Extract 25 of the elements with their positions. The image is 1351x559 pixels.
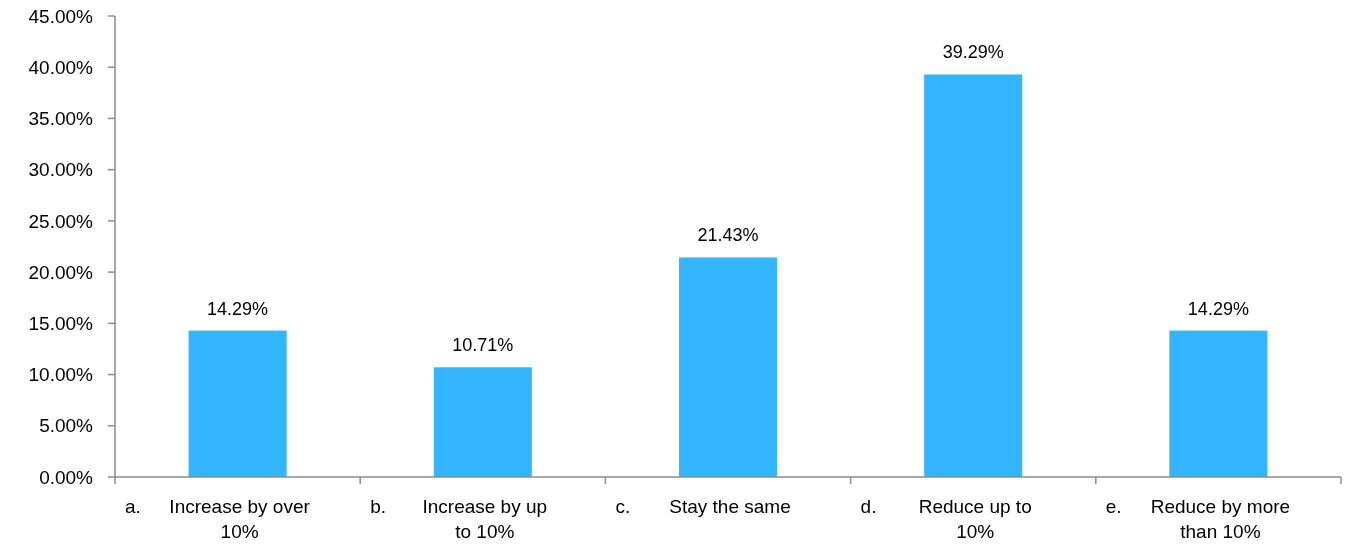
y-tick-label: 30.00% bbox=[28, 159, 94, 181]
data-label: 39.29% bbox=[942, 42, 1004, 63]
bar bbox=[678, 257, 778, 477]
data-label: 10.71% bbox=[452, 335, 514, 356]
category-label: a. Increase by over 10% bbox=[125, 496, 310, 542]
bar bbox=[1169, 330, 1268, 477]
category-label: c. Stay the same bbox=[615, 496, 791, 517]
category-label: d. Reduce up to 10% bbox=[860, 496, 1032, 542]
data-label: 21.43% bbox=[697, 225, 759, 246]
y-tick-label: 20.00% bbox=[28, 261, 94, 283]
y-tick-label: 0.00% bbox=[39, 466, 94, 488]
y-tick-label: 45.00% bbox=[28, 5, 94, 27]
data-label: 14.29% bbox=[1187, 298, 1249, 319]
y-tick-label: 10.00% bbox=[28, 364, 94, 386]
bar bbox=[433, 367, 532, 477]
y-tick-label: 15.00% bbox=[28, 312, 94, 334]
y-tick-label: 25.00% bbox=[28, 210, 94, 232]
y-tick-label: 40.00% bbox=[28, 56, 94, 78]
y-tick-label: 5.00% bbox=[39, 415, 94, 437]
category-label: e. Reduce by more than 10% bbox=[1105, 496, 1291, 542]
y-tick-label: 35.00% bbox=[28, 108, 94, 130]
bar bbox=[188, 330, 287, 477]
bar bbox=[924, 74, 1023, 477]
category-label: b. Increase by up to 10% bbox=[370, 496, 548, 542]
data-label: 14.29% bbox=[207, 298, 269, 319]
